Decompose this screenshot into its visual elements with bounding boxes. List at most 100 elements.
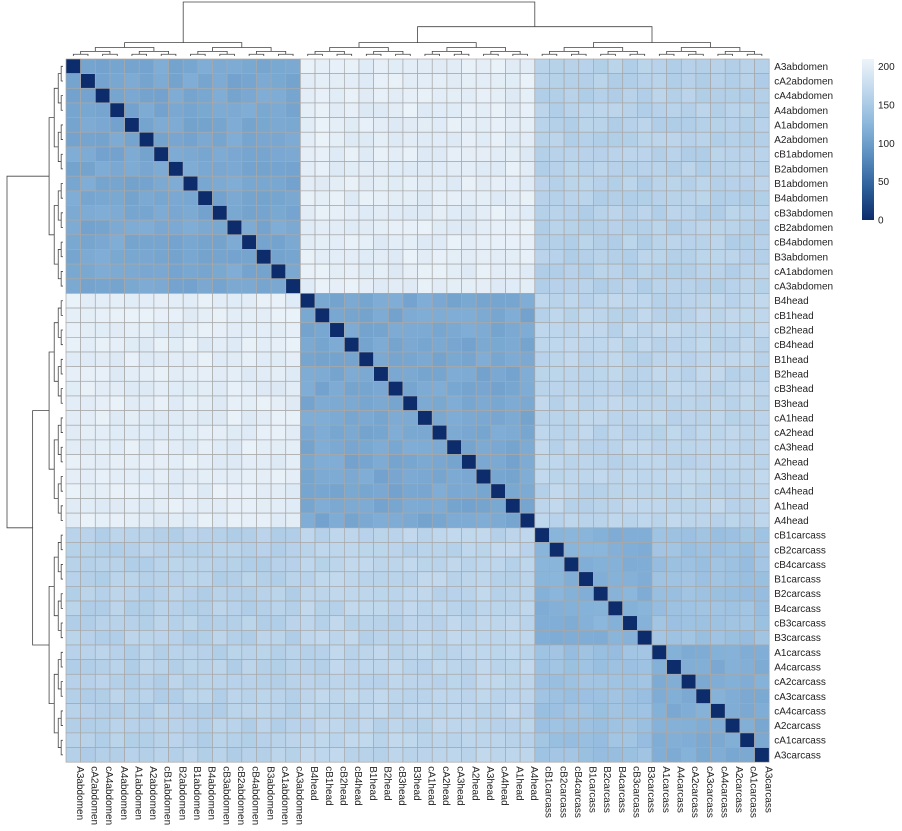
heatmap-cell	[138, 439, 155, 455]
heatmap-cell	[168, 747, 184, 763]
heatmap-cell	[358, 542, 374, 558]
heatmap-cell	[241, 717, 257, 734]
heatmap-cell	[622, 249, 638, 265]
heatmap-cell	[534, 219, 550, 236]
heatmap-cell	[373, 498, 389, 514]
heatmap-cell	[461, 366, 477, 382]
column-label: cB2abdomen	[235, 766, 246, 825]
heatmap-cell	[138, 337, 155, 353]
heatmap-cell	[666, 644, 682, 660]
heatmap-cell	[563, 117, 580, 133]
heatmap-cell	[182, 600, 199, 617]
heatmap-cell	[651, 58, 667, 74]
heatmap-cell	[622, 146, 638, 162]
heatmap-cell	[680, 571, 697, 587]
heatmap-cell	[138, 351, 155, 367]
dendrogram-branch	[60, 622, 63, 639]
heatmap-cell	[358, 717, 374, 734]
heatmap-cell	[387, 205, 404, 221]
heatmap-cell	[622, 73, 638, 89]
heatmap-cell	[109, 571, 125, 587]
heatmap-cell	[80, 483, 96, 499]
heatmap-cell	[739, 131, 755, 148]
column-label: cA4carcass	[718, 766, 729, 818]
heatmap-cell	[270, 556, 287, 573]
heatmap-cell	[724, 278, 741, 294]
heatmap-cell	[549, 219, 565, 236]
heatmap-cell	[475, 439, 492, 455]
dendrogram-branch	[131, 53, 147, 56]
dendrogram-branch	[666, 51, 697, 55]
heatmap-cell	[578, 512, 594, 529]
heatmap-cell	[739, 146, 755, 162]
heatmap-cell	[680, 322, 697, 338]
heatmap-cell	[300, 483, 316, 499]
heatmap-cell	[226, 87, 243, 104]
heatmap-cell	[549, 249, 565, 265]
heatmap-cell	[387, 454, 404, 470]
dendrogram-branch	[358, 42, 477, 48]
heatmap-cell	[80, 454, 96, 470]
heatmap-cell	[710, 410, 726, 426]
heatmap-cell	[695, 395, 711, 411]
heatmap-cell	[446, 175, 462, 192]
heatmap-cell	[534, 117, 550, 133]
heatmap-cell	[636, 205, 653, 221]
column-label: cA1carcass	[748, 766, 759, 818]
heatmap-cell	[534, 527, 550, 543]
heatmap-cell	[138, 146, 155, 162]
heatmap-cell	[109, 293, 125, 309]
heatmap-cell	[138, 732, 155, 748]
heatmap-cell	[593, 542, 609, 558]
heatmap-cell	[695, 512, 711, 529]
heatmap-cell	[666, 454, 682, 470]
heatmap-cell	[622, 571, 638, 587]
heatmap-cell	[344, 688, 360, 704]
heatmap-cell	[285, 629, 301, 646]
heatmap-cell	[593, 468, 609, 485]
heatmap-cell	[636, 424, 653, 441]
heatmap-cell	[680, 600, 697, 617]
heatmap-cell	[153, 424, 169, 441]
heatmap-cell	[387, 615, 404, 631]
heatmap-cell	[695, 571, 711, 587]
heatmap-cell	[285, 468, 301, 485]
heatmap-cell	[417, 571, 433, 587]
heatmap-cell	[138, 175, 155, 192]
dendrogram-branch	[658, 53, 675, 56]
heatmap-cell	[329, 688, 345, 704]
heatmap-cell	[739, 234, 755, 250]
heatmap-cell	[402, 307, 418, 324]
heatmap-cell	[505, 161, 521, 177]
dendrogram-branch	[60, 388, 63, 404]
heatmap-cell	[461, 454, 477, 470]
heatmap-cell	[314, 410, 331, 426]
heatmap-cell	[80, 366, 96, 382]
heatmap-cell	[241, 263, 257, 280]
heatmap-cell	[549, 512, 565, 529]
heatmap-cell	[168, 351, 184, 367]
heatmap-cell	[651, 688, 667, 704]
heatmap-cell	[431, 527, 448, 543]
heatmap-cell	[270, 87, 287, 104]
heatmap-cell	[724, 527, 741, 543]
heatmap-cell	[651, 249, 667, 265]
heatmap-cell	[519, 410, 536, 426]
heatmap-cell	[65, 732, 81, 748]
dendrogram-branch	[48, 586, 55, 704]
heatmap-cell	[197, 498, 213, 514]
heatmap-cell	[197, 468, 213, 485]
heatmap-cell	[109, 234, 125, 250]
heatmap-cell	[329, 586, 345, 602]
dendrogram-branch	[314, 51, 345, 55]
column-label: B2head	[381, 766, 392, 800]
heatmap-cell	[607, 322, 624, 338]
heatmap-cell	[329, 410, 345, 426]
heatmap-cell	[710, 146, 726, 162]
heatmap-cell	[124, 73, 140, 89]
heatmap-cell	[578, 219, 594, 236]
heatmap-cell	[387, 629, 404, 646]
heatmap-cell	[593, 571, 609, 587]
heatmap-cell	[710, 717, 726, 734]
heatmap-cell	[124, 688, 140, 704]
